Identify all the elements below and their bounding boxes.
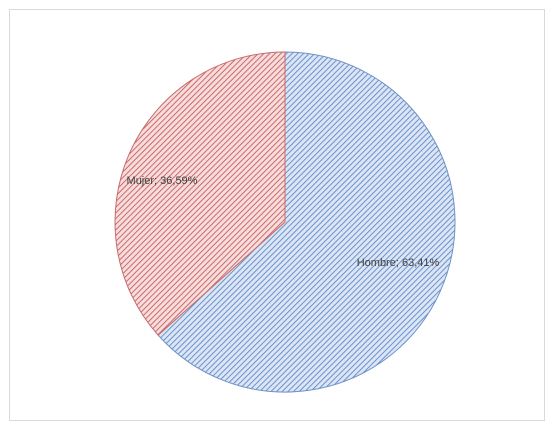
pie-slice-hombre <box>157 51 456 393</box>
pie-slice-mujer <box>114 51 286 336</box>
data-label-hombre: Hombre; 63,41% <box>357 257 440 269</box>
data-label-mujer: Mujer; 36,59% <box>127 175 198 187</box>
